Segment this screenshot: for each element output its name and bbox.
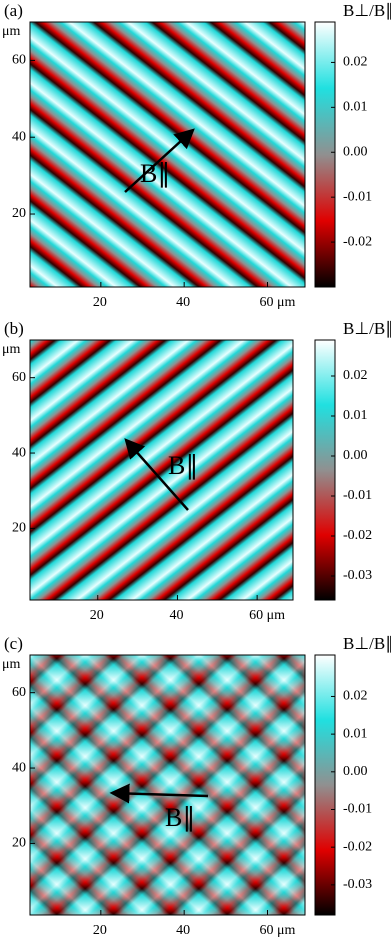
x-tick-label: 20 [90, 608, 104, 623]
colorbar-tick-label: 0.02 [343, 55, 368, 70]
colorbar-label: B⊥/B∥ [343, 319, 391, 338]
field-arrow [109, 783, 209, 804]
y-unit-label: μm [2, 657, 21, 672]
y-tick-label: 60 [12, 53, 26, 68]
colorbar-label: B⊥/B∥ [343, 1, 391, 20]
heatmap-image [30, 655, 305, 915]
field-arrow [124, 438, 189, 511]
x-tick-label: 60 μm [260, 295, 296, 310]
panel-label: (a) [4, 1, 23, 20]
colorbar-tick-label: 0.02 [343, 368, 368, 383]
y-tick-label: 60 [12, 370, 26, 385]
y-tick-label: 20 [12, 206, 26, 221]
colorbar [314, 654, 336, 916]
colorbar-tick-label: 0.01 [343, 408, 368, 423]
x-tick-label: 60 μm [249, 608, 285, 623]
y-unit-label: μm [2, 24, 21, 39]
y-tick-label: 40 [12, 445, 26, 460]
panel-label: (c) [4, 634, 23, 653]
heatmap-image [30, 340, 293, 600]
y-tick-label: 20 [12, 521, 26, 536]
x-tick-label: 40 [169, 608, 183, 623]
y-unit-label: μm [2, 342, 21, 357]
colorbar-tick-label: -0.02 [343, 528, 372, 543]
annotation: B∥ [140, 159, 170, 188]
x-tick-label: 40 [176, 295, 190, 310]
colorbar-tick-label: 0.01 [343, 100, 368, 115]
y-tick-label: 20 [12, 836, 26, 851]
colorbar-tick-label: -0.02 [343, 234, 372, 249]
y-tick-label: 40 [12, 760, 26, 775]
y-tick-label: 40 [12, 129, 26, 144]
panel-label: (b) [4, 319, 24, 338]
y-tick-label: 60 [12, 685, 26, 700]
annotation: B∥ [165, 803, 195, 832]
colorbar-tick-label: -0.03 [343, 877, 372, 892]
colorbar-tick-label: 0.00 [343, 764, 368, 779]
annotation: B∥ [168, 451, 198, 480]
colorbar-tick-label: 0.01 [343, 726, 368, 741]
colorbar [314, 339, 336, 601]
colorbar-tick-label: 0.02 [343, 689, 368, 704]
x-tick-label: 60 μm [260, 923, 296, 938]
colorbar-tick-label: -0.02 [343, 839, 372, 854]
plot-frame [29, 21, 306, 288]
colorbar-tick-label: -0.01 [343, 488, 372, 503]
colorbar-label: B⊥/B∥ [343, 634, 391, 653]
plot-frame [29, 654, 306, 916]
colorbar-tick-label: -0.01 [343, 802, 372, 817]
plot-frame [29, 339, 294, 601]
colorbar-tick-label: 0.00 [343, 448, 368, 463]
x-tick-label: 20 [93, 295, 107, 310]
x-tick-label: 20 [93, 923, 107, 938]
x-tick-label: 40 [176, 923, 190, 938]
colorbar-tick-label: -0.03 [343, 568, 372, 583]
colorbar-tick-label: -0.01 [343, 189, 372, 204]
colorbar [314, 21, 336, 288]
colorbar-tick-label: 0.00 [343, 144, 368, 159]
field-arrow [124, 128, 195, 193]
